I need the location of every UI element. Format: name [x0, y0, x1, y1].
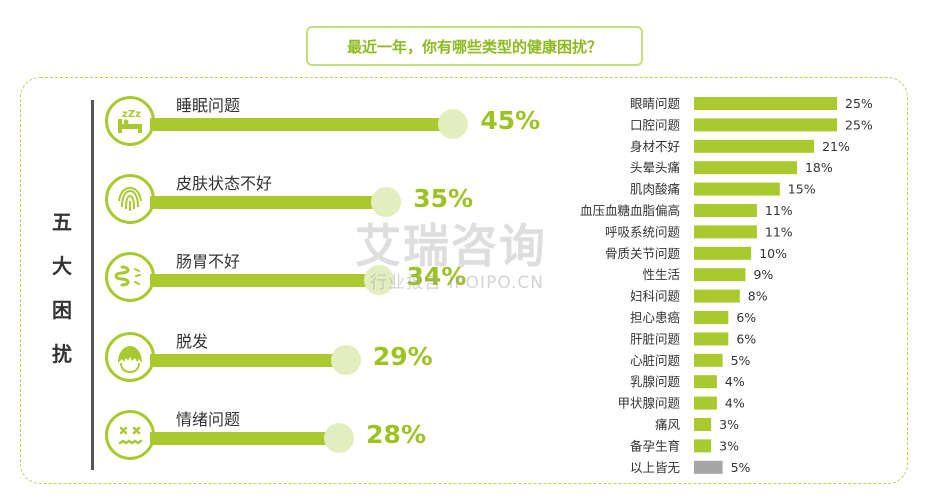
bar-category-label: 口腔问题	[630, 117, 681, 132]
bar-value-label: 3%	[719, 438, 739, 453]
bar	[694, 225, 757, 239]
bar-category-label: 痛风	[655, 417, 681, 432]
watermark-sub: 行业报告 IPOIPO.CN	[370, 273, 544, 293]
worry-percent: 45%	[480, 106, 541, 135]
bar-value-label: 4%	[725, 396, 745, 411]
bar	[694, 268, 746, 282]
bar-value-label: 25%	[845, 117, 873, 132]
bar-category-label: 担心患癌	[630, 310, 680, 325]
bar-category-label: 肝脏问题	[630, 331, 681, 346]
worry-knob	[364, 265, 395, 295]
bar-category-label: 眼睛问题	[630, 96, 681, 111]
bar	[694, 97, 837, 110]
bar-category-label: 身材不好	[630, 139, 680, 154]
bar-value-label: 9%	[753, 267, 773, 282]
bar-value-label: 11%	[765, 224, 793, 239]
bar-category-label: 乳腺问题	[630, 374, 681, 389]
watermark: 艾瑞咨询	[355, 219, 547, 273]
bar	[694, 460, 723, 474]
sleep-icon: zZz	[105, 96, 155, 146]
worry-label: 脱发	[176, 332, 209, 351]
bar	[694, 396, 717, 410]
bar	[694, 139, 815, 153]
bar-category-label: 以上皆无	[630, 460, 680, 475]
bar-category-label: 备孕生育	[630, 438, 680, 453]
bar	[694, 118, 837, 132]
bar-value-label: 18%	[805, 160, 833, 175]
bar	[694, 161, 797, 175]
worry-bar	[150, 118, 453, 131]
bar-value-label: 10%	[759, 246, 787, 261]
worry-label: 情绪问题	[176, 410, 241, 429]
bar	[694, 418, 712, 431]
bar-value-label: 5%	[731, 353, 751, 368]
worry-knob	[438, 109, 469, 139]
side-title-char: 大	[52, 254, 72, 278]
bar	[694, 204, 757, 217]
bar-category-label: 骨质关节问题	[605, 246, 681, 261]
bar-value-label: 21%	[822, 139, 850, 154]
worry-bar	[150, 354, 345, 367]
bar-value-label: 15%	[788, 182, 816, 197]
bar	[694, 246, 752, 260]
bar	[694, 182, 780, 196]
bar-category-label: 头晕头痛	[630, 160, 680, 175]
bar	[694, 439, 712, 453]
bar-value-label: 6%	[736, 331, 756, 346]
worry-percent: 34%	[406, 262, 467, 291]
worry-label: 皮肤状态不好	[176, 174, 273, 193]
bar-value-label: 3%	[719, 417, 739, 432]
chart-title: 最近一年，你有哪些类型的健康困扰？	[306, 26, 643, 66]
worry-label: 肠胃不好	[176, 252, 241, 271]
worry-bar	[150, 274, 379, 287]
bar-value-label: 5%	[731, 460, 751, 475]
worry-bar	[150, 196, 386, 209]
bar-category-label: 妇科问题	[630, 289, 681, 304]
svg-text:zZz: zZz	[122, 109, 141, 120]
worry-knob	[371, 187, 402, 217]
worry-knob	[330, 345, 361, 375]
bar-category-label: 血压血糖血脂偏高	[580, 203, 680, 218]
bar-value-label: 25%	[845, 96, 873, 111]
bar-category-label: 心脏问题	[630, 353, 681, 368]
worry-bar	[150, 432, 339, 445]
bar-category-label: 性生活	[642, 267, 680, 282]
bar-value-label: 11%	[765, 203, 793, 218]
bar-category-label: 甲状腺问题	[617, 396, 680, 411]
bar-category-label: 肌肉酸痛	[630, 182, 680, 197]
side-title-char: 扰	[52, 342, 72, 366]
bar-value-label: 8%	[748, 289, 768, 304]
worry-label: 睡眠问题	[176, 96, 241, 115]
fingerprint-icon	[105, 174, 155, 224]
side-title-char: 五	[52, 210, 72, 234]
bar	[694, 353, 723, 367]
mood-icon	[105, 410, 155, 460]
bar-value-label: 4%	[725, 374, 745, 389]
worry-percent: 29%	[372, 342, 433, 371]
side-divider	[91, 100, 94, 470]
bar-category-label: 呼吸系统问题	[605, 224, 681, 239]
bar	[694, 311, 729, 324]
side-title-char: 困	[52, 298, 72, 322]
hair-icon	[105, 332, 155, 382]
worry-knob	[324, 423, 355, 453]
bar	[694, 289, 740, 303]
bar	[694, 375, 717, 389]
bar	[694, 332, 729, 346]
side-title: 五 大 困 扰	[44, 200, 80, 376]
worry-percent: 28%	[366, 420, 426, 449]
content-frame	[20, 77, 908, 484]
bar-value-label: 6%	[736, 310, 756, 325]
worry-percent: 35%	[413, 184, 474, 213]
